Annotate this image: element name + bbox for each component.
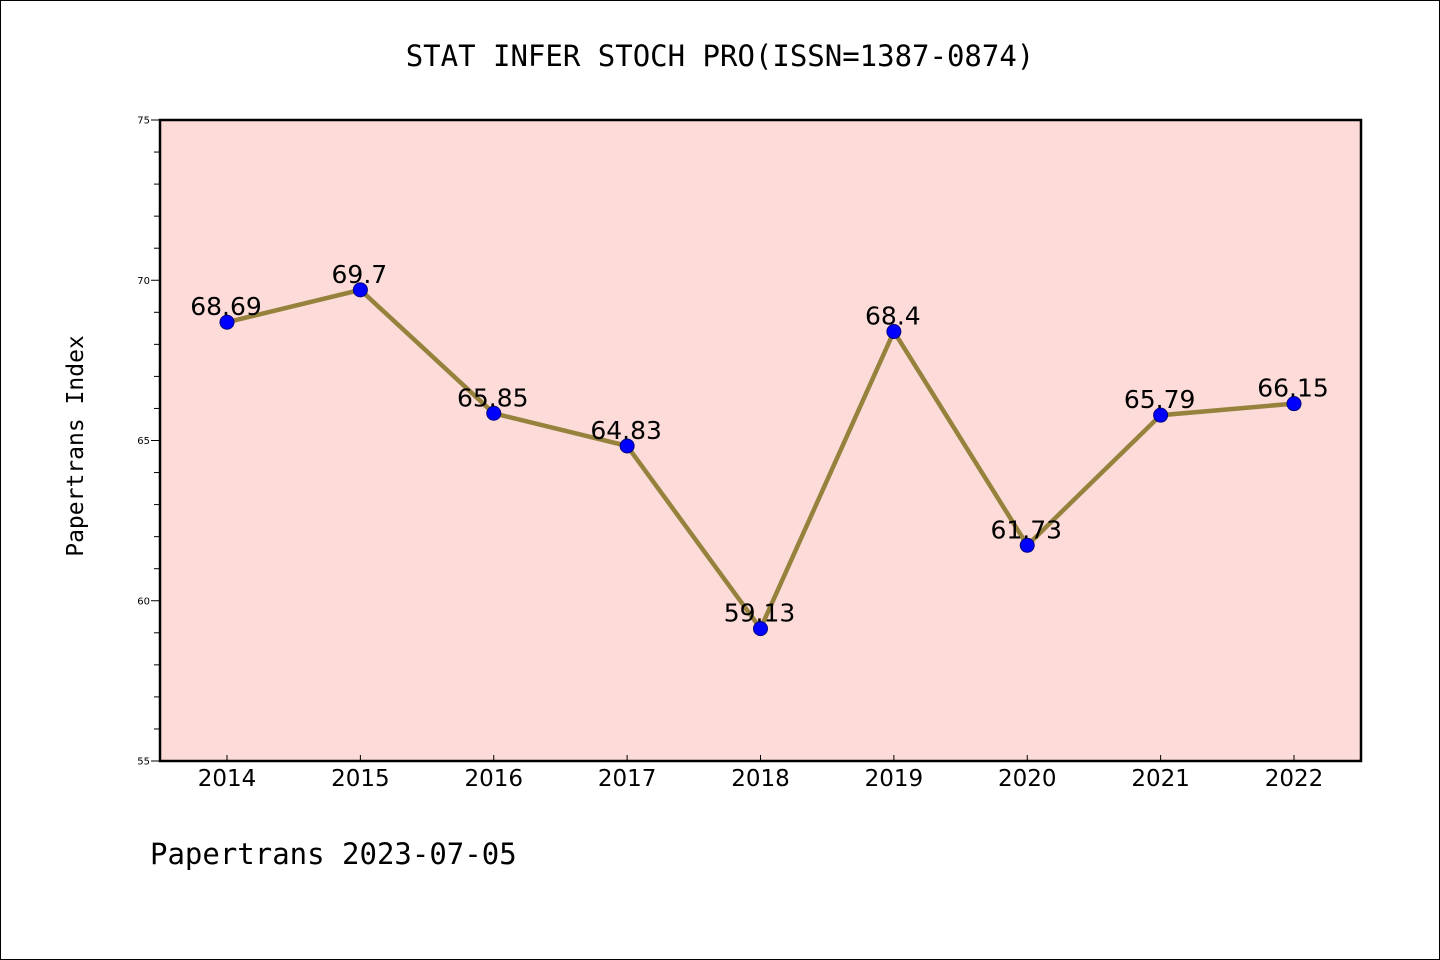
y-tick-label: 55	[137, 757, 150, 768]
data-point-marker	[619, 438, 635, 454]
data-point-marker	[1019, 537, 1035, 553]
data-label: 69.7	[332, 260, 388, 289]
footer-text: Papertrans 2023-07-05	[150, 837, 517, 871]
data-label: 66.15	[1257, 374, 1329, 403]
data-label: 65.85	[457, 383, 529, 412]
x-tick-label: 2021	[1131, 766, 1190, 792]
x-tick-label: 2016	[464, 766, 523, 792]
data-point-marker	[886, 324, 902, 340]
y-tick-label: 65	[137, 436, 150, 447]
x-tick-label: 2015	[331, 766, 390, 792]
data-label: 68.4	[865, 302, 921, 331]
data-label: 59.13	[724, 599, 796, 628]
y-tick-label: 75	[137, 116, 150, 127]
data-point-marker	[352, 282, 368, 298]
data-point-marker	[486, 405, 502, 421]
data-label: 68.69	[190, 292, 262, 321]
y-axis-label: Papertrans Index	[63, 335, 89, 557]
data-point-marker	[1286, 396, 1302, 412]
y-axis-ticks: 55 60 65 70 75	[137, 116, 160, 768]
x-tick-label: 2020	[998, 766, 1057, 792]
x-axis-ticks: 2014 2015 2016 2017 2018 2019 2020 2021 2022	[198, 755, 1324, 792]
data-labels: 68.69 69.7 65.85 64.83 59.13 68.4 61.73 65.79 66…	[190, 260, 1329, 628]
x-tick-label: 2014	[198, 766, 257, 792]
data-point-marker	[1153, 407, 1169, 423]
data-point-marker	[219, 314, 235, 330]
data-label: 65.79	[1124, 385, 1196, 414]
x-tick-label: 2022	[1265, 766, 1324, 792]
x-tick-label: 2019	[865, 766, 924, 792]
plot-border	[158, 118, 1363, 763]
data-label: 64.83	[590, 416, 662, 445]
data-point-marker	[753, 621, 768, 637]
x-tick-label: 2017	[598, 766, 657, 792]
x-tick-label: 2018	[731, 766, 790, 792]
plot-area	[160, 120, 1361, 761]
chart-title: STAT INFER STOCH PRO(ISSN=1387-0874)	[406, 39, 1035, 73]
y-tick-label: 60	[137, 596, 150, 607]
y-tick-label: 70	[137, 276, 150, 287]
data-label: 61.73	[990, 515, 1062, 544]
series-index	[219, 282, 1302, 637]
